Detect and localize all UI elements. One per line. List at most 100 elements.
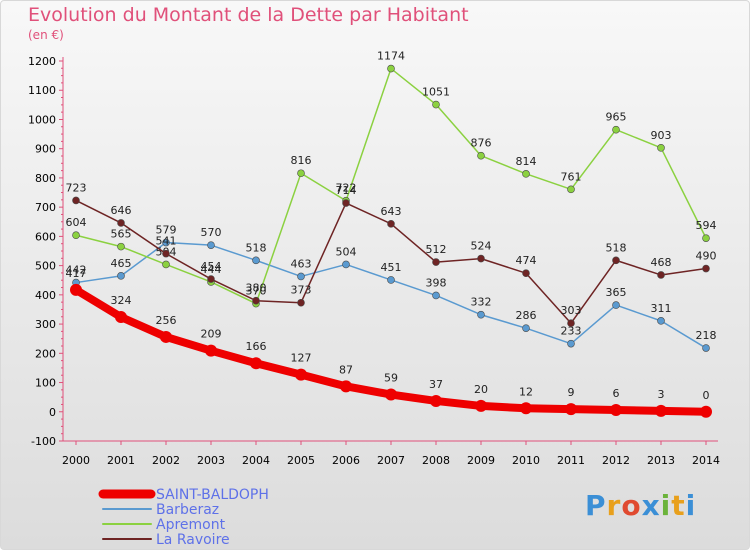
data-label: 20 (474, 383, 488, 396)
data-label: 59 (384, 372, 398, 385)
data-point (702, 264, 710, 273)
data-label: 512 (426, 243, 447, 256)
data-point (567, 339, 575, 348)
data-point (340, 380, 352, 393)
x-tick-label: 2004 (242, 454, 270, 467)
data-point (117, 242, 125, 251)
data-point (162, 260, 170, 269)
y-tick-label: 300 (35, 318, 56, 331)
data-label: 524 (471, 240, 492, 253)
data-label: 286 (516, 309, 537, 322)
data-label: 814 (516, 155, 537, 168)
data-label: 714 (336, 184, 357, 197)
data-point (387, 64, 395, 73)
data-point (385, 388, 397, 401)
data-label: 6 (613, 387, 620, 400)
data-point (387, 276, 395, 284)
y-tick-label: 0 (49, 406, 56, 419)
data-point (250, 357, 262, 370)
data-label: 490 (696, 250, 717, 263)
data-label: 965 (606, 111, 627, 124)
y-tick-label: -100 (31, 435, 56, 448)
x-tick-label: 2011 (557, 454, 585, 467)
y-tick-label: 1000 (28, 113, 56, 126)
data-point (567, 319, 575, 328)
legend-label: Barberaz (156, 502, 219, 518)
data-label: 876 (471, 137, 492, 150)
legend-label: SAINT-BALDOPH (156, 487, 269, 503)
data-label: 442 (66, 264, 87, 277)
data-point (522, 170, 530, 178)
data-label: 454 (201, 260, 222, 273)
data-label: 233 (561, 325, 582, 338)
data-point (387, 220, 395, 228)
data-point (610, 404, 622, 417)
data-point (702, 344, 710, 352)
data-label: 722 (336, 182, 357, 195)
data-point (432, 258, 440, 266)
proxiti-logo: Proxiti (585, 489, 697, 522)
y-tick-label: 600 (35, 230, 56, 243)
data-label: 903 (651, 129, 672, 142)
y-tick-label: 100 (35, 377, 56, 390)
data-label: 303 (561, 304, 582, 317)
data-label: 209 (201, 328, 222, 341)
data-label: 324 (111, 294, 132, 307)
y-tick-label: 900 (35, 143, 56, 156)
data-label: 332 (471, 296, 492, 309)
data-label: 370 (246, 285, 267, 298)
data-label: 87 (339, 363, 353, 376)
x-tick-label: 2008 (422, 454, 450, 467)
x-tick-label: 2000 (62, 454, 90, 467)
data-point (477, 310, 485, 319)
data-point (297, 298, 305, 307)
data-label: 579 (156, 224, 177, 237)
data-point (700, 405, 712, 418)
data-label: 218 (696, 329, 717, 342)
data-label: 504 (336, 245, 357, 258)
data-label: 166 (246, 340, 267, 353)
data-point (477, 151, 485, 160)
data-label: 0 (703, 389, 710, 402)
data-point (655, 404, 667, 417)
y-tick-label: 800 (35, 172, 56, 185)
data-point (432, 100, 440, 109)
x-tick-label: 2006 (332, 454, 360, 467)
data-label: 127 (291, 352, 312, 365)
x-tick-label: 2002 (152, 454, 180, 467)
data-point (522, 324, 530, 332)
data-point (117, 272, 125, 280)
data-point (207, 275, 215, 283)
data-label: 9 (568, 386, 575, 399)
data-point (567, 185, 575, 194)
data-point (297, 169, 305, 178)
data-label: 541 (156, 235, 177, 248)
data-point (72, 231, 80, 240)
data-point (117, 219, 125, 227)
data-label: 468 (651, 256, 672, 269)
data-point (430, 394, 442, 407)
data-point (522, 269, 530, 278)
y-tick-label: 200 (35, 347, 56, 360)
data-label: 380 (246, 282, 267, 295)
data-point (162, 249, 170, 258)
data-point (70, 283, 82, 296)
data-point (612, 256, 620, 265)
data-label: 365 (606, 286, 627, 299)
x-tick-label: 2003 (197, 454, 225, 467)
chart-title: Evolution du Montant de la Dette par Hab… (28, 4, 469, 26)
data-label: 518 (606, 241, 627, 254)
data-point (252, 256, 260, 265)
data-label: 444 (201, 263, 222, 276)
data-label: 1051 (422, 86, 450, 99)
data-point (295, 368, 307, 381)
data-label: 474 (516, 254, 537, 267)
data-label: 518 (246, 241, 267, 254)
data-label: 570 (201, 226, 222, 239)
data-label: 12 (519, 385, 533, 398)
data-point (612, 125, 620, 134)
data-label: 816 (291, 154, 312, 167)
x-tick-label: 2007 (377, 454, 405, 467)
